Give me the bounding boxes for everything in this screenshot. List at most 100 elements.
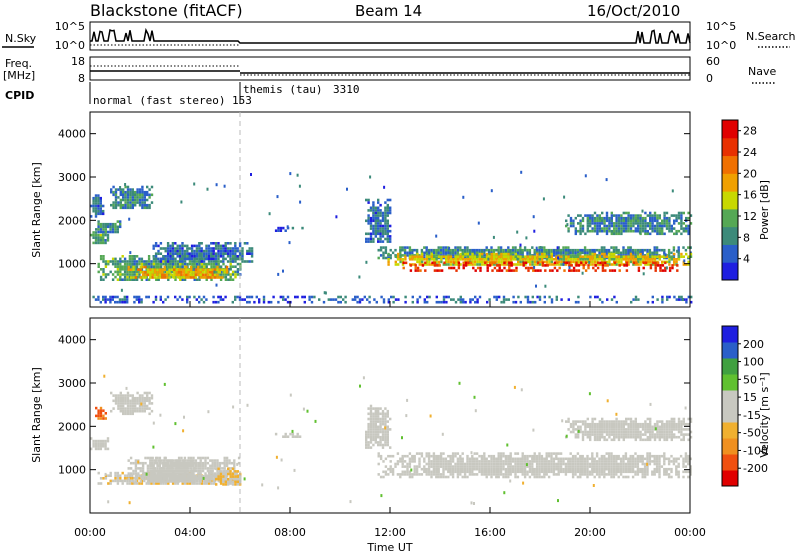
velocity-cell bbox=[95, 414, 98, 418]
power-cell bbox=[134, 203, 137, 207]
power-cell bbox=[111, 228, 115, 231]
velocity-cell bbox=[211, 459, 214, 462]
power-cell bbox=[166, 247, 170, 250]
power-cell bbox=[433, 269, 437, 272]
velocity-cell bbox=[367, 446, 370, 449]
power-cell bbox=[181, 242, 184, 245]
power-cell bbox=[128, 262, 132, 266]
power-cell bbox=[445, 263, 448, 266]
velocity-cell bbox=[473, 452, 476, 455]
power-cell bbox=[569, 216, 573, 220]
power-cell bbox=[154, 242, 158, 245]
velocity-cell bbox=[298, 435, 302, 438]
power-cell bbox=[689, 252, 693, 256]
power-cell bbox=[176, 298, 179, 301]
velocity-cell bbox=[192, 472, 195, 475]
velocity-cell bbox=[128, 474, 132, 477]
power-cell bbox=[128, 278, 132, 281]
power-cell bbox=[483, 258, 486, 261]
power-cell bbox=[365, 198, 368, 202]
power-cell bbox=[169, 247, 172, 250]
velocity-echo-region bbox=[215, 467, 242, 486]
velocity-cell bbox=[550, 452, 553, 455]
power-cell bbox=[389, 229, 392, 233]
velocity-cell bbox=[391, 467, 395, 471]
velocity-cell bbox=[236, 470, 239, 473]
power-cell bbox=[106, 298, 110, 301]
velocity-cell bbox=[401, 465, 404, 468]
nsky-trace bbox=[90, 27, 691, 46]
power-cell bbox=[193, 260, 196, 263]
power-cell bbox=[377, 214, 380, 217]
power-cell bbox=[538, 255, 541, 258]
power-cell bbox=[380, 295, 383, 299]
power-cell bbox=[126, 278, 129, 281]
power-cell bbox=[379, 227, 382, 230]
power-cell bbox=[205, 298, 208, 301]
power-cell bbox=[195, 255, 199, 258]
velocity-cell bbox=[579, 457, 582, 461]
power-cell bbox=[570, 269, 573, 272]
velocity-cell bbox=[194, 461, 198, 465]
power-cell bbox=[179, 262, 182, 266]
power-cell bbox=[224, 252, 227, 255]
power-cell bbox=[408, 251, 412, 255]
velocity-cell bbox=[391, 454, 395, 458]
power-cell bbox=[102, 273, 105, 276]
velocity-cell bbox=[159, 474, 163, 478]
power-cell bbox=[144, 265, 147, 269]
power-cell bbox=[369, 224, 373, 228]
power-cell bbox=[399, 260, 402, 264]
velocity-cell bbox=[490, 475, 493, 479]
power-cell bbox=[424, 269, 427, 272]
power-cell bbox=[112, 190, 115, 194]
power-cell bbox=[462, 261, 465, 265]
velocity-cell bbox=[99, 482, 103, 485]
velocity-cell bbox=[157, 474, 160, 478]
velocity-cell bbox=[449, 462, 452, 466]
power-cell bbox=[216, 268, 219, 271]
velocity-cell bbox=[492, 454, 496, 458]
power-cell bbox=[521, 255, 525, 258]
velocity-cell bbox=[423, 467, 426, 471]
power-cell bbox=[114, 203, 118, 207]
power-cell bbox=[195, 298, 198, 301]
power-cell bbox=[236, 262, 240, 266]
velocity-cell bbox=[146, 477, 150, 481]
power-cell bbox=[139, 268, 142, 271]
power-cell bbox=[637, 214, 640, 217]
power-cell bbox=[367, 216, 370, 220]
velocity-cell bbox=[126, 396, 130, 400]
power-cell bbox=[156, 268, 159, 271]
velocity-cell bbox=[468, 460, 472, 463]
velocity-cell bbox=[557, 473, 560, 476]
velocity-cell bbox=[137, 472, 140, 475]
velocity-cell bbox=[591, 457, 594, 461]
power-cell bbox=[277, 226, 280, 230]
power-cell bbox=[456, 248, 460, 252]
velocity-cell bbox=[499, 473, 503, 476]
power-cell bbox=[565, 255, 568, 258]
velocity-cell bbox=[547, 470, 551, 474]
power-cell bbox=[143, 196, 146, 199]
power-cell bbox=[368, 295, 371, 299]
velocity-cell bbox=[509, 465, 512, 468]
power-cell bbox=[478, 255, 481, 258]
velocity-cell bbox=[227, 480, 230, 484]
velocity-cell bbox=[591, 465, 594, 468]
velocity-cell bbox=[169, 474, 172, 478]
velocity-cell bbox=[104, 439, 107, 443]
velocity-cell bbox=[164, 482, 168, 485]
power-cell bbox=[519, 260, 522, 264]
velocity-cell bbox=[206, 480, 210, 483]
velocity-cell bbox=[225, 464, 229, 468]
velocity-cell bbox=[574, 462, 577, 466]
power-cell bbox=[454, 251, 457, 255]
velocity-cell bbox=[199, 477, 202, 481]
velocity-cell bbox=[177, 480, 181, 483]
power-cell bbox=[617, 255, 621, 258]
power-cell bbox=[440, 269, 444, 272]
power-cell bbox=[673, 227, 676, 230]
freq-frame bbox=[89, 56, 691, 81]
power-cell bbox=[642, 266, 645, 270]
